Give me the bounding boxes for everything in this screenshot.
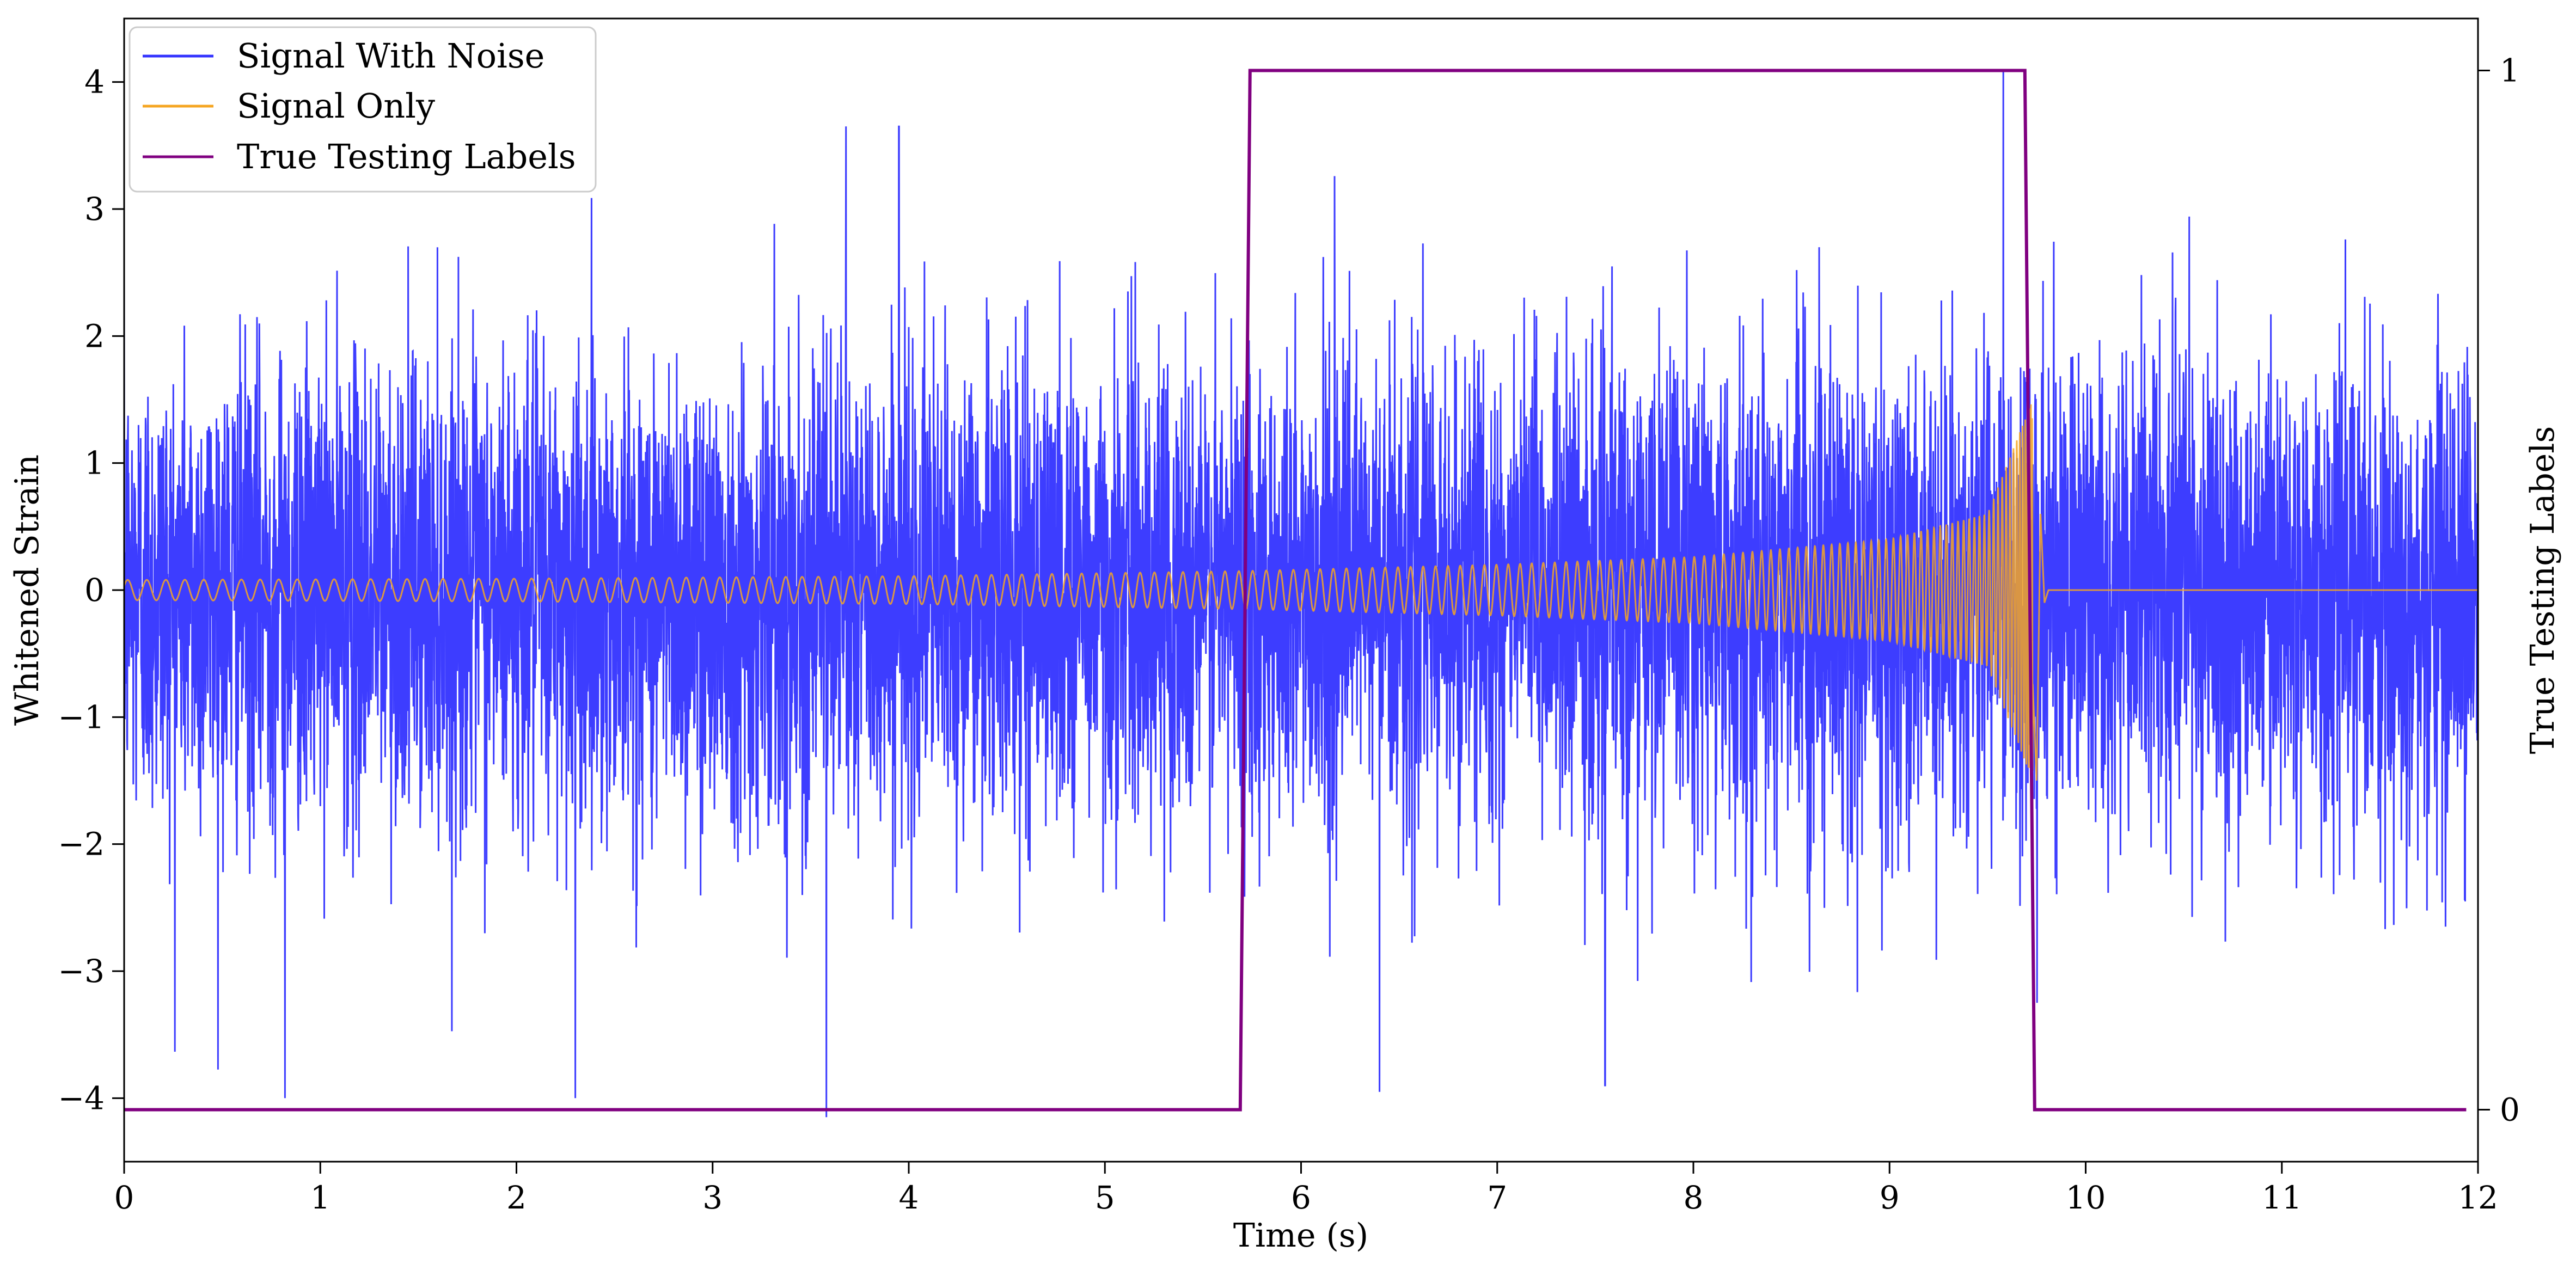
x-tick-label: 3 (702, 1179, 723, 1216)
x-tick-label: 6 (1291, 1179, 1311, 1216)
y-axis: −4 −3 −2 −1 0 1 2 3 4 (58, 64, 124, 1116)
y-tick-label: 4 (84, 64, 105, 101)
y-tick-label: −1 (58, 698, 105, 735)
y-tick-label: −2 (58, 826, 105, 863)
legend-label-signal-with-noise: Signal With Noise (237, 36, 544, 76)
y-tick-label: 3 (84, 191, 105, 228)
x-tick-label: 4 (899, 1179, 919, 1216)
legend-box (129, 26, 597, 193)
y-tick-label: 1 (84, 445, 105, 482)
x-tick-label: 7 (1487, 1179, 1507, 1216)
legend-label-true-testing-labels: True Testing Labels (237, 137, 576, 176)
y-tick-label: −4 (58, 1079, 105, 1116)
y2-tick-label: 0 (2500, 1091, 2520, 1128)
x-tick-label: 8 (1684, 1179, 1704, 1216)
series-signal-with-noise (124, 69, 2478, 1118)
x-axis-label: Time (s) (1233, 1217, 1368, 1255)
x-tick-label: 12 (2458, 1179, 2498, 1216)
y-tick-label: 0 (84, 572, 105, 609)
x-tick-label: 2 (506, 1179, 527, 1216)
y-tick-label: 2 (84, 317, 105, 354)
series-true-testing-labels (124, 69, 2467, 1112)
y-tick-label: −3 (58, 953, 105, 990)
series-signal-only (124, 404, 2478, 781)
x-tick-label: 0 (114, 1179, 134, 1216)
y-axis-label: Whitened Strain (8, 455, 46, 726)
series-layer (124, 69, 2478, 1118)
x-axis: 0 1 2 3 4 5 6 7 8 9 10 11 12 (114, 1162, 2498, 1216)
y2-axis-label: True Testing Labels (2524, 426, 2562, 754)
legend-label-signal-only: Signal Only (237, 86, 435, 126)
legend: Signal With Noise Signal Only True Testi… (129, 26, 597, 193)
x-tick-label: 5 (1095, 1179, 1115, 1216)
x-tick-label: 9 (1880, 1179, 1900, 1216)
x-tick-label: 10 (2066, 1179, 2106, 1216)
x-tick-label: 11 (2262, 1179, 2302, 1216)
x-tick-label: 1 (310, 1179, 331, 1216)
y2-axis: 01 (2478, 52, 2520, 1128)
y2-tick-label: 1 (2500, 52, 2520, 89)
